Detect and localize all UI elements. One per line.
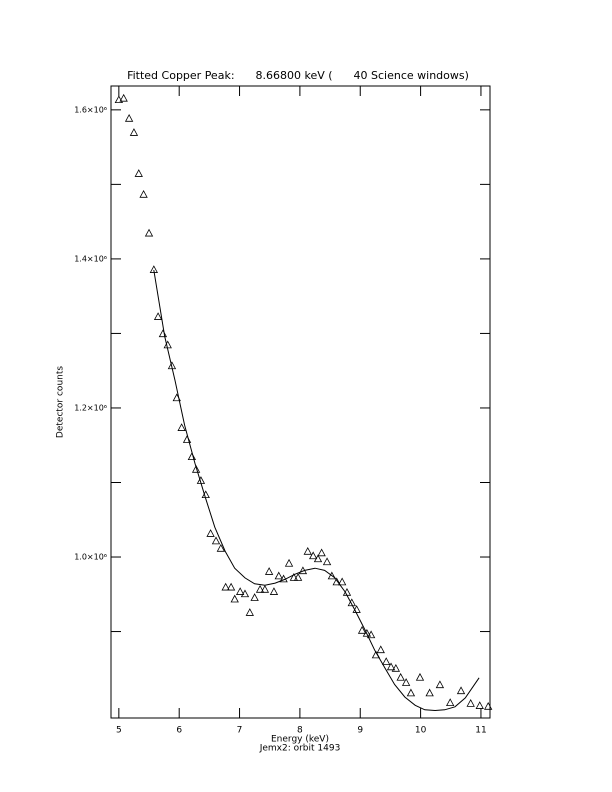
triangle-marker [216, 543, 226, 552]
triangle-marker [313, 554, 323, 563]
triangle-marker [260, 584, 270, 593]
triangle-marker [362, 628, 372, 637]
triangle-marker [124, 113, 134, 122]
x-tick-label: 8 [297, 726, 303, 736]
triangle-marker [177, 423, 186, 431]
y-tick-label: 1.2×10⁶ [74, 403, 107, 412]
triangle-marker [445, 698, 455, 706]
triangle-marker [401, 678, 411, 686]
x-tick-label: 9 [357, 726, 363, 736]
triangle-marker [134, 169, 143, 177]
fit-line [153, 270, 480, 712]
triangle-marker [466, 698, 475, 707]
triangle-marker [327, 571, 337, 580]
triangle-marker [226, 582, 236, 591]
triangle-marker [206, 529, 215, 537]
triangle-marker [435, 680, 445, 689]
triangle-marker [245, 608, 254, 616]
triangle-marker [269, 587, 279, 595]
y-axis-label: Detector counts [56, 366, 66, 438]
triangle-marker [475, 701, 484, 709]
triangle-marker [382, 657, 391, 666]
triangle-marker [264, 567, 274, 575]
triangle-marker [240, 589, 250, 598]
triangle-marker [274, 571, 283, 580]
x-axis-label: Energy (keV) [271, 735, 329, 745]
triangle-marker [129, 128, 139, 136]
triangle-marker [163, 340, 172, 349]
triangle-marker [309, 551, 318, 560]
triangle-marker [230, 594, 239, 603]
triangle-marker [119, 93, 128, 102]
triangle-marker [332, 577, 341, 586]
triangle-marker [293, 573, 303, 581]
triangle-marker [255, 584, 265, 593]
x-tick-label: 5 [116, 726, 122, 736]
x-tick-label: 11 [475, 726, 486, 736]
triangle-marker [386, 662, 396, 671]
x-tick-label: 10 [415, 726, 427, 736]
triangle-marker [406, 688, 416, 697]
triangle-marker [289, 573, 299, 581]
triangle-marker [303, 546, 312, 555]
triangle-marker [425, 688, 434, 697]
triangle-marker [153, 312, 163, 320]
y-tick-label: 1.6×10⁶ [74, 105, 107, 114]
triangle-marker [376, 645, 385, 654]
triangle-marker [284, 558, 294, 567]
triangle-marker [144, 228, 154, 237]
x-tick-label: 7 [237, 726, 243, 736]
triangle-marker [337, 577, 347, 586]
triangle-marker [235, 587, 245, 595]
triangle-marker [366, 630, 376, 639]
triangle-marker [456, 686, 466, 695]
x-tick-label: 6 [176, 726, 182, 736]
triangle-marker [391, 663, 401, 672]
y-tick-label: 1.0×10⁶ [74, 553, 107, 562]
triangle-marker [415, 672, 425, 681]
plot-frame [110, 85, 491, 719]
triangle-marker [221, 582, 230, 591]
triangle-marker [322, 557, 332, 566]
triangle-marker [250, 593, 259, 601]
subtitle: Jemx2: orbit 1493 [259, 744, 341, 754]
chart-title: Fitted Copper Peak: 8.66800 keV ( 40 Sci… [127, 69, 469, 82]
triangle-marker [347, 598, 356, 607]
triangle-marker [114, 95, 124, 104]
y-tick-label: 1.4×10⁶ [74, 254, 107, 263]
triangle-marker [357, 625, 367, 634]
triangle-marker [396, 672, 405, 681]
triangle-marker [158, 329, 168, 338]
triangle-marker [139, 189, 148, 198]
triangle-marker [484, 701, 493, 710]
triangle-marker [187, 452, 197, 461]
triangle-marker [211, 536, 221, 545]
triangle-marker [191, 464, 201, 473]
triangle-marker [317, 548, 326, 557]
